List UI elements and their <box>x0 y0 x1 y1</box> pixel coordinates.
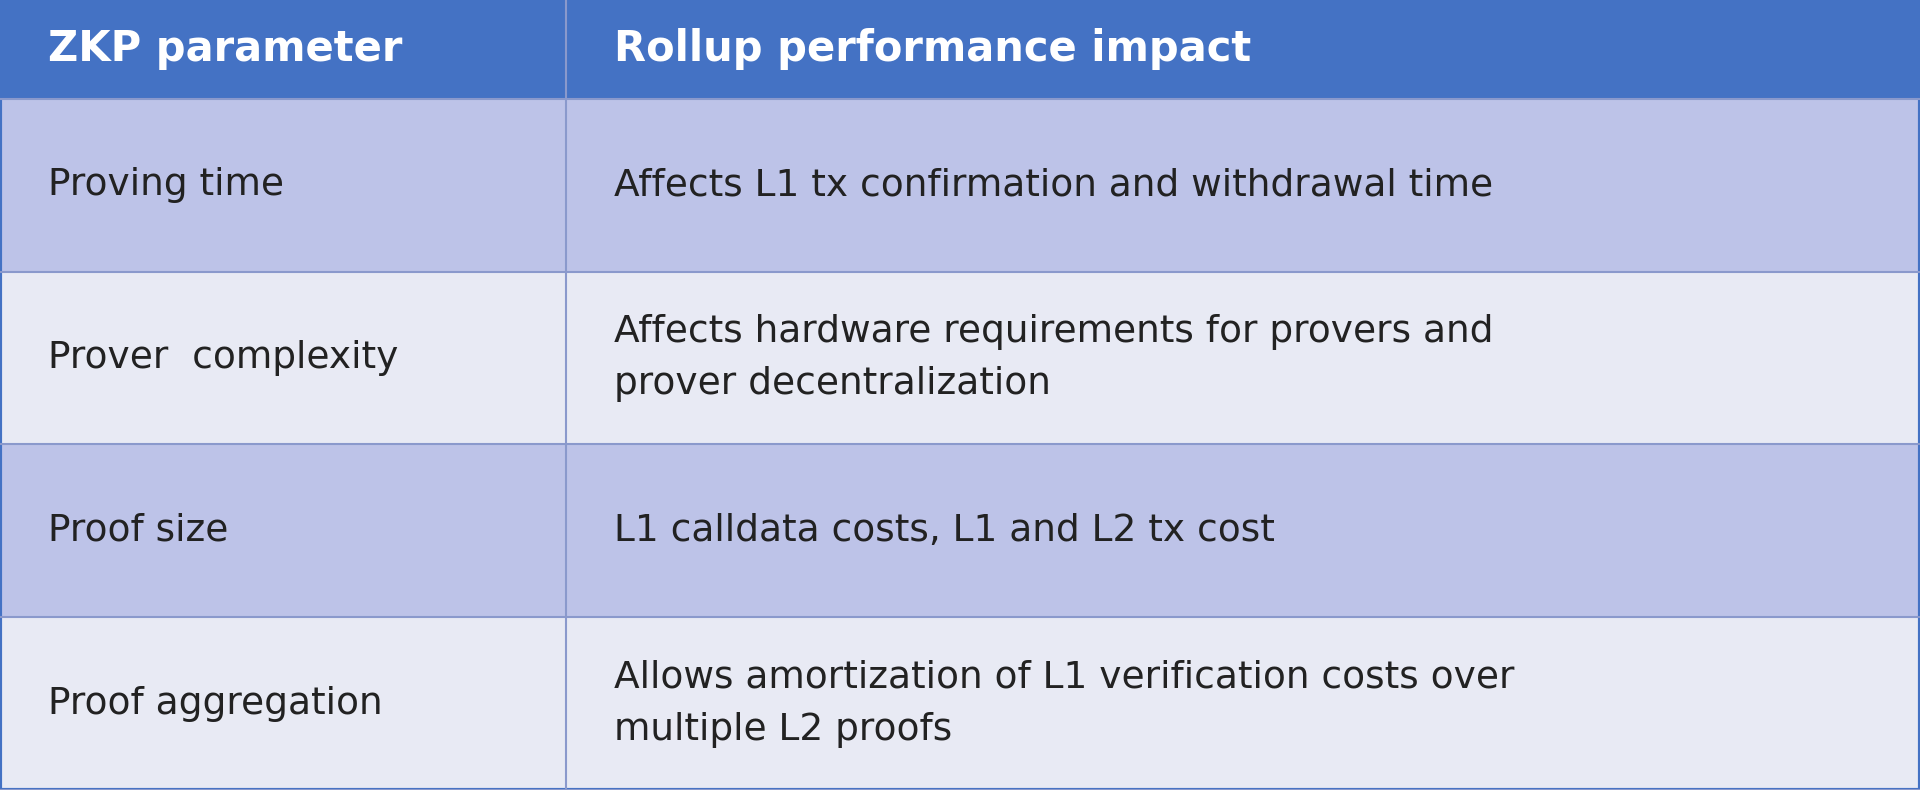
Text: Proof aggregation: Proof aggregation <box>48 686 382 721</box>
Text: Proving time: Proving time <box>48 167 284 203</box>
Bar <box>0 617 1920 790</box>
Text: ZKP parameter: ZKP parameter <box>48 28 403 70</box>
Bar <box>0 0 1920 99</box>
Text: L1 calldata costs, L1 and L2 tx cost: L1 calldata costs, L1 and L2 tx cost <box>614 513 1275 549</box>
Bar <box>0 272 1920 444</box>
Text: Affects hardware requirements for provers and
prover decentralization: Affects hardware requirements for prover… <box>614 314 1494 402</box>
Bar <box>0 444 1920 617</box>
Text: Rollup performance impact: Rollup performance impact <box>614 28 1252 70</box>
Text: Affects L1 tx confirmation and withdrawal time: Affects L1 tx confirmation and withdrawa… <box>614 167 1494 203</box>
Text: Proof size: Proof size <box>48 513 228 549</box>
Text: Allows amortization of L1 verification costs over
multiple L2 proofs: Allows amortization of L1 verification c… <box>614 659 1515 748</box>
Text: Prover  complexity: Prover complexity <box>48 340 397 376</box>
Bar <box>0 99 1920 272</box>
